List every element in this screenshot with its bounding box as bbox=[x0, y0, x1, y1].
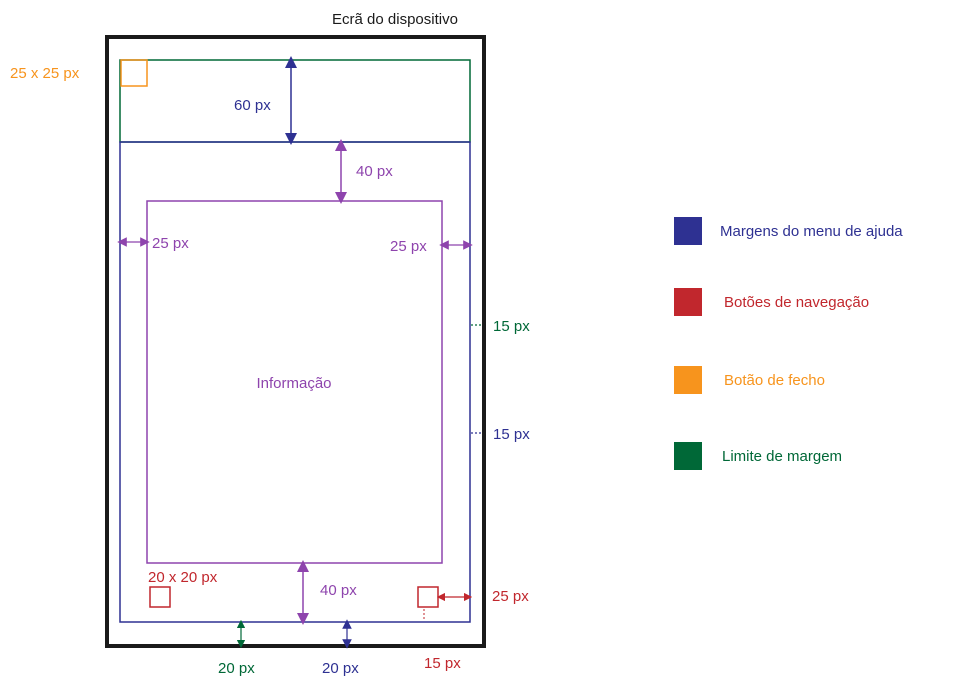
information-box bbox=[146, 200, 443, 564]
legend-swatch-green bbox=[674, 442, 702, 470]
legend: Margens do menu de ajuda Botões de naveg… bbox=[674, 217, 903, 470]
right-25-label: 25 px bbox=[390, 238, 427, 255]
device-screen-frame bbox=[105, 35, 486, 648]
bottom-15-red-label: 15 px bbox=[424, 655, 461, 672]
close-size-label: 25 x 25 px bbox=[10, 65, 80, 82]
device-screen-title: Ecrã do dispositivo bbox=[332, 11, 458, 28]
legend-swatch-blue bbox=[674, 217, 702, 245]
legend-swatch-orange bbox=[674, 366, 702, 394]
legend-label-help-margins: Margens do menu de ajuda bbox=[720, 223, 903, 240]
legend-swatch-red bbox=[674, 288, 702, 316]
margin-limit-box bbox=[119, 59, 471, 143]
left-25-label: 25 px bbox=[152, 235, 189, 252]
nav-button-left-box bbox=[149, 586, 171, 608]
legend-label-nav-buttons: Botões de navegação bbox=[724, 294, 869, 311]
bottom-20-blue-label: 20 px bbox=[322, 660, 359, 677]
close-button-box bbox=[120, 59, 148, 87]
bottom-20-green-label: 20 px bbox=[218, 660, 255, 677]
information-label: Informação bbox=[256, 375, 331, 392]
nav-size-label: 20 x 20 px bbox=[148, 569, 218, 586]
nav-button-right-box bbox=[417, 586, 439, 608]
top-40-label: 40 px bbox=[356, 163, 393, 180]
side-15-blue-label: 15 px bbox=[493, 426, 530, 443]
legend-label-close-button: Botão de fecho bbox=[724, 372, 825, 389]
bottom-40-label: 40 px bbox=[320, 582, 357, 599]
top-60-label: 60 px bbox=[234, 97, 271, 114]
legend-label-margin-limit: Limite de margem bbox=[722, 448, 842, 465]
side-15-green-label: 15 px bbox=[493, 318, 530, 335]
help-menu-margins-box bbox=[119, 141, 471, 623]
nav-right-25-label: 25 px bbox=[492, 588, 529, 605]
